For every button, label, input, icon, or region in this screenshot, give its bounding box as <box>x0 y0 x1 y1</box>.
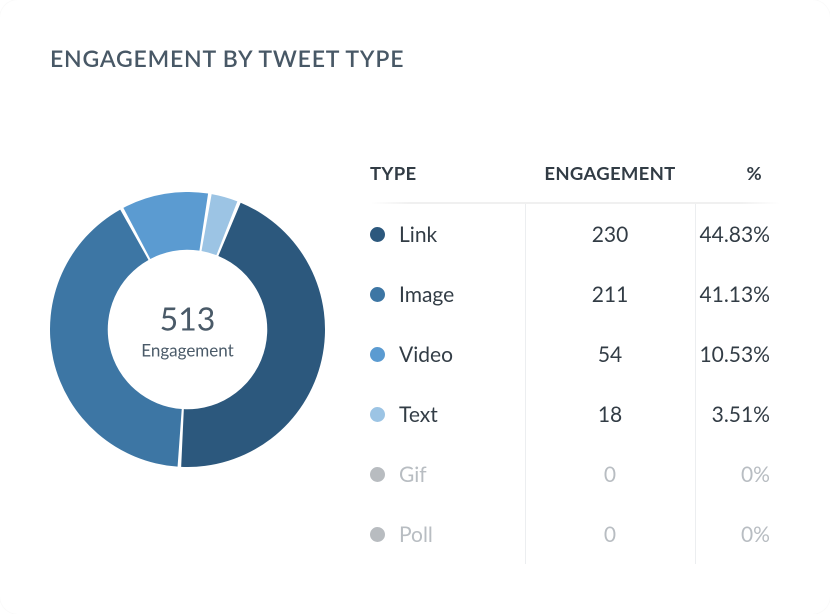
donut-center-value: 513 <box>141 300 233 335</box>
table-row: Link 23044.83% <box>370 204 780 264</box>
type-cell: Gif <box>370 462 525 487</box>
legend-dot <box>370 527 385 542</box>
engagement-card: ENGAGEMENT BY TWEET TYPE 513 Engagement … <box>0 0 830 614</box>
type-cell: Poll <box>370 522 525 547</box>
table-row: Video 5410.53% <box>370 324 780 384</box>
engagement-value: 0 <box>525 444 695 504</box>
type-label: Gif <box>399 462 427 487</box>
type-label: Link <box>399 222 437 247</box>
legend-dot <box>370 467 385 482</box>
type-cell: Link <box>370 222 525 247</box>
percent-value: 0% <box>695 504 780 564</box>
legend-dot <box>370 287 385 302</box>
engagement-value: 0 <box>525 504 695 564</box>
col-type: TYPE <box>370 162 525 202</box>
engagement-value: 211 <box>525 264 695 324</box>
engagement-value: 230 <box>525 204 695 264</box>
table: TYPE ENGAGEMENT % Link 23044.83% Image 2114… <box>370 162 780 564</box>
card-content: 513 Engagement TYPE ENGAGEMENT % Link 230… <box>50 162 780 564</box>
table-row: Gif 00% <box>370 444 780 504</box>
type-label: Video <box>399 342 453 367</box>
table-row: Image 21141.13% <box>370 264 780 324</box>
engagement-value: 54 <box>525 324 695 384</box>
type-cell: Text <box>370 402 525 427</box>
engagement-value: 18 <box>525 384 695 444</box>
table-body: Link 23044.83% Image 21141.13% Video 5410.53%… <box>370 202 780 564</box>
card-title: ENGAGEMENT BY TWEET TYPE <box>50 44 780 72</box>
type-cell: Video <box>370 342 525 367</box>
percent-value: 41.13% <box>695 264 780 324</box>
table-row: Text 183.51% <box>370 384 780 444</box>
col-engagement: ENGAGEMENT <box>525 162 695 202</box>
percent-value: 10.53% <box>695 324 780 384</box>
table-row: Poll 00% <box>370 504 780 564</box>
legend-dot <box>370 407 385 422</box>
type-label: Poll <box>399 522 433 547</box>
type-label: Text <box>399 402 438 427</box>
legend-dot <box>370 347 385 362</box>
percent-value: 0% <box>695 444 780 504</box>
type-label: Image <box>399 282 454 307</box>
engagement-table: TYPE ENGAGEMENT % Link 23044.83% Image 2114… <box>370 162 780 564</box>
table-head: TYPE ENGAGEMENT % <box>370 162 780 202</box>
donut-center-label: Engagement <box>141 339 233 360</box>
percent-value: 44.83% <box>695 204 780 264</box>
percent-value: 3.51% <box>695 384 780 444</box>
col-percent: % <box>695 162 780 202</box>
legend-dot <box>370 227 385 242</box>
donut-center: 513 Engagement <box>141 300 233 360</box>
type-cell: Image <box>370 282 525 307</box>
donut-chart: 513 Engagement <box>50 192 325 471</box>
